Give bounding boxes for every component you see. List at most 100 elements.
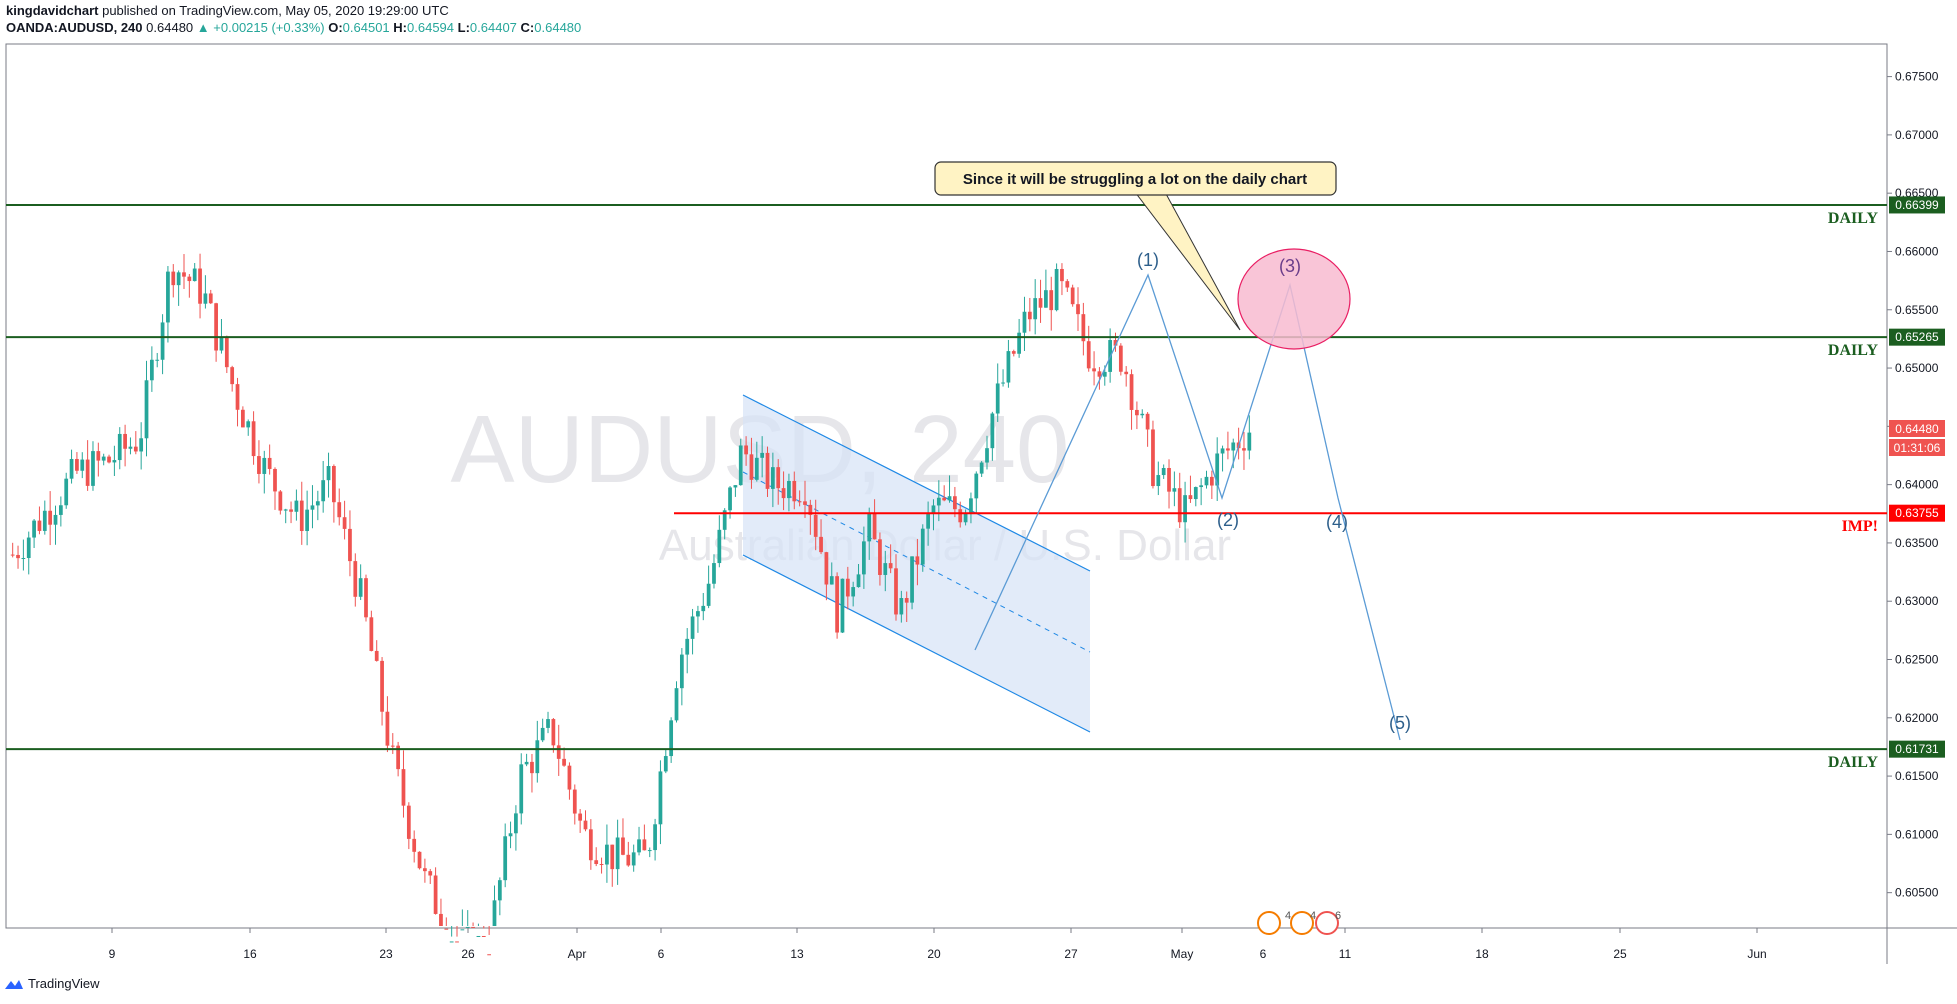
low-value: 0.64407 <box>469 20 517 35</box>
candle-body <box>492 900 497 926</box>
candle-body <box>1156 475 1161 487</box>
candle-body <box>1172 488 1177 492</box>
candle-body <box>171 271 176 286</box>
channel-upper-line[interactable] <box>742 394 1091 572</box>
candle-body <box>192 268 197 282</box>
channel-lower-line[interactable] <box>742 554 1091 733</box>
candle-body <box>1199 485 1204 488</box>
candle-body <box>353 561 358 597</box>
candle-body <box>251 421 256 457</box>
wave-label: (5) <box>1389 713 1411 733</box>
candle-body <box>770 467 775 489</box>
candle-body <box>519 764 524 814</box>
candle-body <box>936 497 941 506</box>
author-name[interactable]: kingdavidchart <box>6 3 99 18</box>
candle-body <box>133 446 138 452</box>
event-badge-us-icon[interactable] <box>1290 911 1314 935</box>
candle-body <box>412 838 417 852</box>
candle-body <box>1092 368 1096 372</box>
candle-body <box>626 854 631 866</box>
event-badges[interactable]: 4 4 6 <box>1257 910 1341 935</box>
candle-body <box>829 576 834 585</box>
current-price-label: 0.64480 01:31:06 <box>1889 420 1945 456</box>
candle-body <box>819 536 823 553</box>
candle-body <box>246 421 251 428</box>
candle-body <box>455 941 459 943</box>
candle-body <box>37 520 42 531</box>
candle-body <box>605 844 609 865</box>
candle-body <box>283 509 288 511</box>
candle-body <box>717 529 722 564</box>
event-badge-count: 4 <box>1310 910 1316 922</box>
time-tick-label: 25 <box>1613 947 1627 961</box>
candle-body <box>257 456 261 474</box>
price-tick-label: 0.67000 <box>1895 128 1939 142</box>
target-ellipse[interactable] <box>1237 248 1351 350</box>
candle-body <box>969 498 973 514</box>
candle-body <box>337 502 342 518</box>
time-tick-label: 23 <box>379 947 393 961</box>
candle-body <box>1247 432 1252 451</box>
candle-body <box>535 740 540 774</box>
candle-body <box>1188 495 1193 500</box>
candle-body <box>915 556 920 565</box>
candle-body <box>663 756 668 772</box>
candle-body <box>1022 311 1027 333</box>
candle-body <box>894 568 898 615</box>
candle-body <box>1081 314 1086 342</box>
candle-body <box>776 467 781 489</box>
candle-body <box>642 839 647 851</box>
candle-body <box>465 926 470 928</box>
candle-body <box>203 293 208 304</box>
candle-body <box>128 446 133 449</box>
candle-body <box>1193 487 1198 500</box>
published-text: published on TradingView.com, May 05, 20… <box>102 3 449 18</box>
candle-body <box>744 445 748 455</box>
candle-body <box>487 954 492 956</box>
change-value: +0.00215 (+0.33%) <box>213 20 325 35</box>
event-badge-us-icon[interactable] <box>1315 911 1339 935</box>
tradingview-footer[interactable]: TradingView <box>4 976 100 991</box>
elliott-wave-path[interactable] <box>974 273 1401 741</box>
candle-body <box>1177 488 1182 523</box>
candle-body <box>653 824 657 851</box>
candle-body <box>599 864 604 866</box>
candle-body <box>722 510 727 530</box>
candle-body <box>1017 332 1021 354</box>
high-value: 0.64594 <box>407 20 455 35</box>
candle-body <box>374 650 379 661</box>
candle-body <box>1001 382 1005 384</box>
candle-body <box>963 513 968 523</box>
time-tick-label: 9 <box>109 947 116 961</box>
price-tick-label: 0.62500 <box>1895 653 1939 667</box>
candle-body <box>867 513 872 542</box>
candle-body <box>123 433 127 449</box>
candle-body <box>583 820 588 830</box>
candle-body <box>920 528 925 565</box>
candle-body <box>471 926 475 928</box>
candle-body <box>439 913 443 926</box>
event-badge-australia-icon[interactable] <box>1257 911 1281 935</box>
candle-body <box>1118 345 1123 372</box>
candle-body <box>696 611 700 617</box>
candle-body <box>107 456 111 463</box>
callout-box[interactable] <box>934 161 1337 196</box>
candle-body <box>899 598 904 615</box>
candle-body <box>1242 448 1246 451</box>
candle-body <box>1044 290 1048 308</box>
high-label: H: <box>393 20 408 35</box>
price-tick-label: 0.64000 <box>1895 478 1939 492</box>
candle-body <box>1086 341 1091 369</box>
candle-body <box>974 473 979 499</box>
symbol-label[interactable]: OANDA:AUDUSD, 240 <box>6 20 143 35</box>
candle-body <box>872 513 877 540</box>
candle-body <box>1204 476 1209 486</box>
candle-body <box>712 563 716 584</box>
candle-body <box>364 578 368 618</box>
candle-body <box>840 578 845 633</box>
candle-body <box>824 552 829 585</box>
candle-body <box>385 711 390 746</box>
daily-price-text: 0.61731 <box>1895 742 1939 756</box>
candle-body <box>578 813 583 821</box>
